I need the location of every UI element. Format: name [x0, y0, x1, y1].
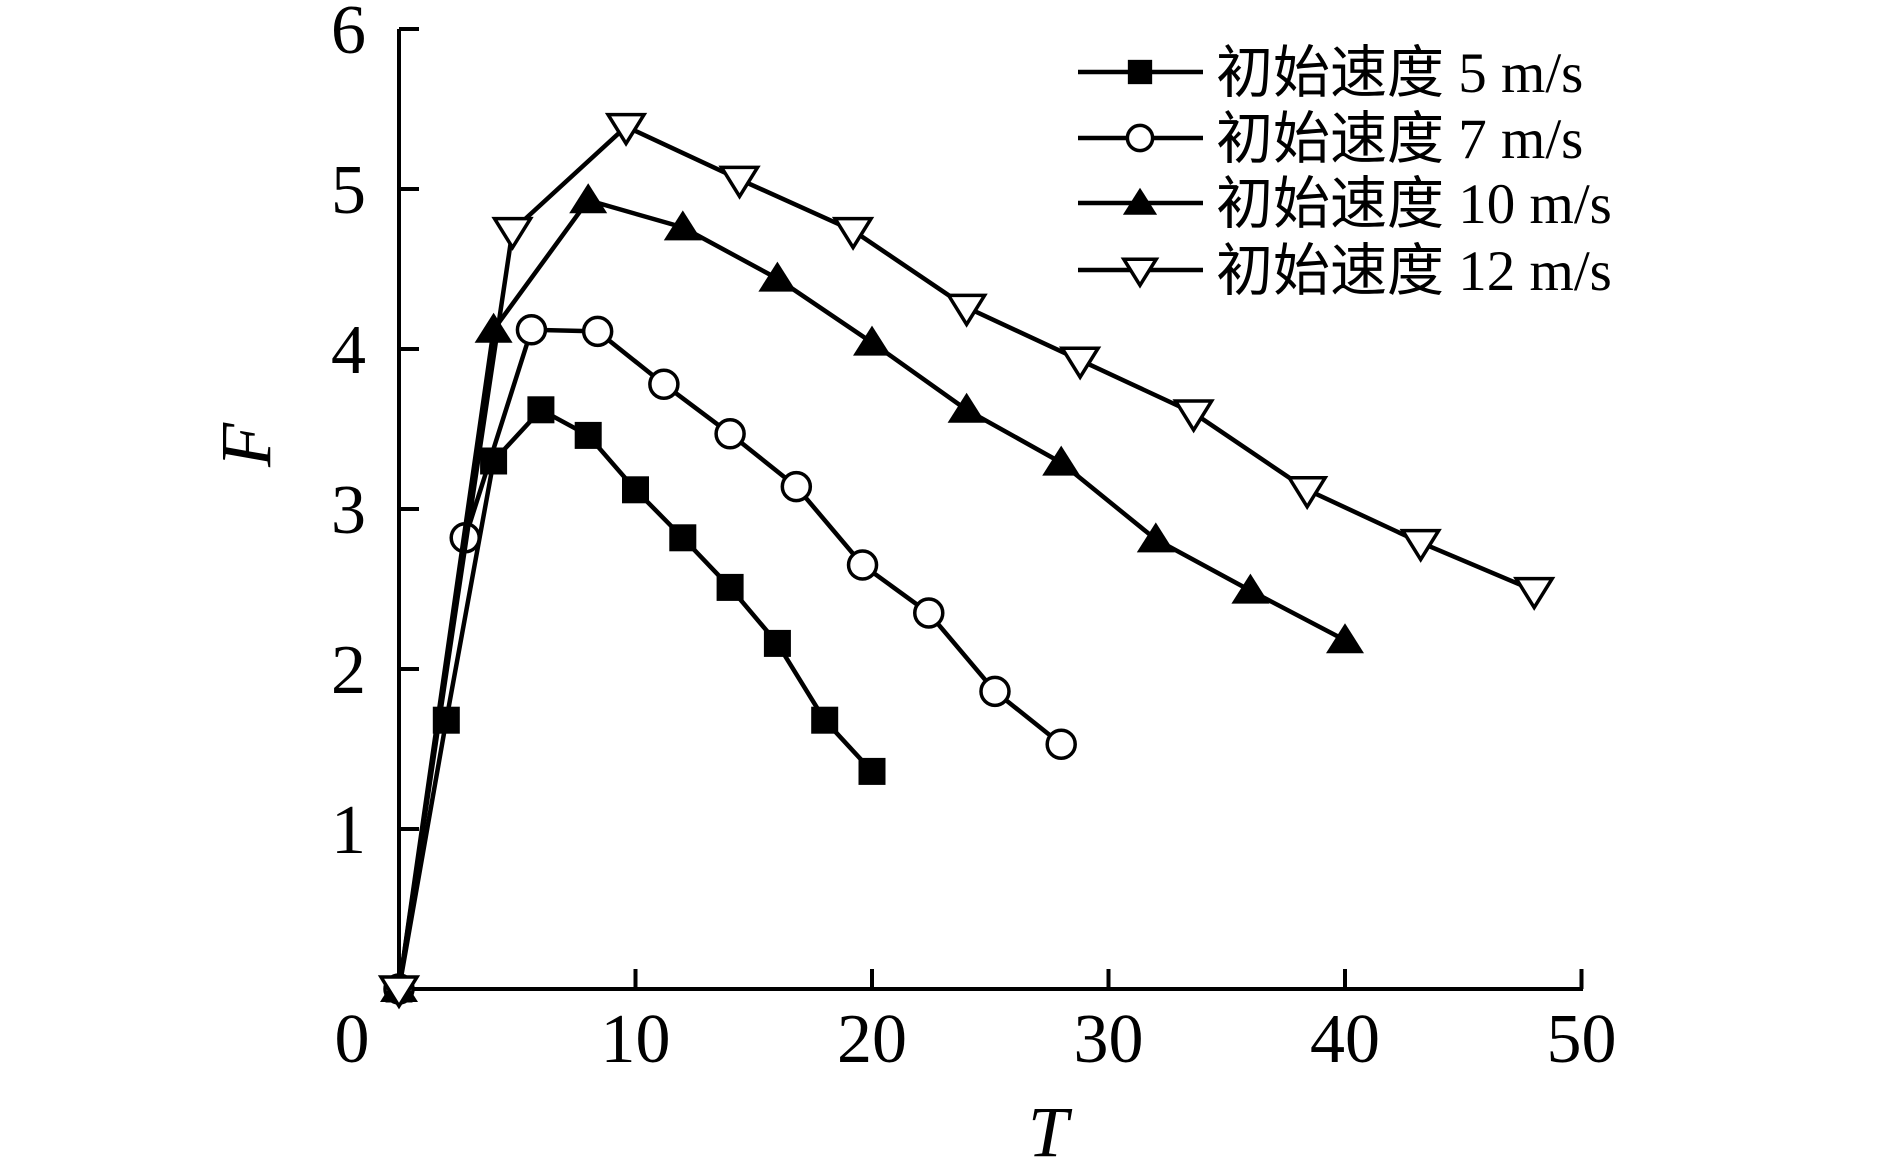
series-v7-marker: [1045, 728, 1077, 760]
legend-open-circle-icon: [1125, 123, 1155, 153]
series-v7-marker: [979, 675, 1011, 708]
series-v10-marker: [1326, 623, 1364, 654]
legend-item-v7: 初始速度 7 m/s: [1078, 108, 1583, 171]
series-v12-marker: [1286, 476, 1329, 511]
y-tick-label-5: 5: [331, 152, 366, 229]
series-v7-marker: [913, 597, 945, 629]
series-v10-marker: [569, 183, 608, 214]
series-v10-marker: [663, 210, 702, 241]
legend-label-v10: 初始速度 10 m/s: [1216, 173, 1612, 236]
series-v12-marker: [377, 975, 421, 1010]
series-v5-marker: [858, 757, 886, 785]
series-v5-marker: [669, 524, 697, 552]
series-v7-marker: [846, 549, 879, 581]
y-tick-label-3: 3: [331, 472, 366, 549]
series-v5-marker: [763, 629, 791, 657]
legend-filled-square-icon: [1127, 59, 1153, 85]
axes: 1 2 3 4 5 6 0 10 20 30 40 50 F T: [206, 0, 1617, 1172]
x-tick-label-10: 10: [601, 1001, 671, 1078]
x-tick-label-40: 40: [1310, 1001, 1380, 1078]
plot-series: [377, 112, 1556, 1010]
legend-label-v7: 初始速度 7 m/s: [1216, 108, 1583, 171]
series-v12-marker: [604, 112, 648, 147]
series-v12-marker: [1399, 528, 1442, 563]
y-tick-label-4: 4: [331, 312, 366, 389]
series-v12-marker: [1172, 399, 1215, 434]
legend-item-v10: 初始速度 10 m/s: [1078, 173, 1612, 236]
y-tick-label-6: 6: [331, 0, 366, 69]
series-v10-marker: [947, 392, 986, 423]
series-v12-marker: [718, 165, 761, 200]
series-v7-marker: [648, 368, 680, 400]
legend-open-triangle-down-icon: [1120, 257, 1160, 289]
x-tick-label-50: 50: [1547, 1001, 1617, 1078]
series-v12-marker: [1513, 576, 1556, 611]
series-v5-marker: [574, 421, 602, 449]
series-v5-marker: [811, 706, 839, 734]
series-v12-marker: [1058, 346, 1102, 381]
series-v10-marker: [853, 325, 891, 356]
series-v10-marker: [1231, 573, 1270, 604]
series-v12-marker: [945, 293, 988, 328]
x-tick-label-30: 30: [1074, 1001, 1144, 1078]
y-tick-label-2: 2: [331, 632, 366, 709]
legend-item-v5: 初始速度 5 m/s: [1078, 42, 1583, 105]
series-v7-marker: [581, 315, 614, 348]
series-v5-marker: [527, 396, 555, 424]
series-v10: [380, 183, 1364, 1002]
series-v5-marker: [716, 573, 744, 601]
series-v7-marker: [515, 314, 548, 346]
y-tick-label-1: 1: [331, 792, 366, 869]
x-tick-label-0: 0: [335, 1001, 370, 1078]
series-v7-marker: [780, 470, 813, 503]
legend-label-v5: 初始速度 5 m/s: [1216, 42, 1583, 105]
series-v5-marker: [622, 476, 649, 504]
legend-filled-triangle-up-icon: [1122, 187, 1158, 215]
series-v12-marker: [491, 216, 534, 251]
series-v10-marker: [758, 261, 797, 292]
series-v12: [377, 112, 1556, 1010]
series-v10-marker: [1042, 445, 1081, 476]
x-tick-label-20: 20: [837, 1001, 907, 1078]
legend-item-v12: 初始速度 12 m/s: [1078, 240, 1612, 303]
series-v12-marker: [831, 216, 875, 251]
series-v7-marker: [714, 418, 746, 450]
x-axis-title: T: [1028, 1092, 1073, 1172]
legend-label-v12: 初始速度 12 m/s: [1216, 240, 1612, 303]
series-v10-marker: [474, 312, 513, 343]
series-v7: [383, 314, 1077, 1005]
y-axis-title: F: [206, 422, 286, 468]
series-v10-marker: [1136, 522, 1175, 553]
